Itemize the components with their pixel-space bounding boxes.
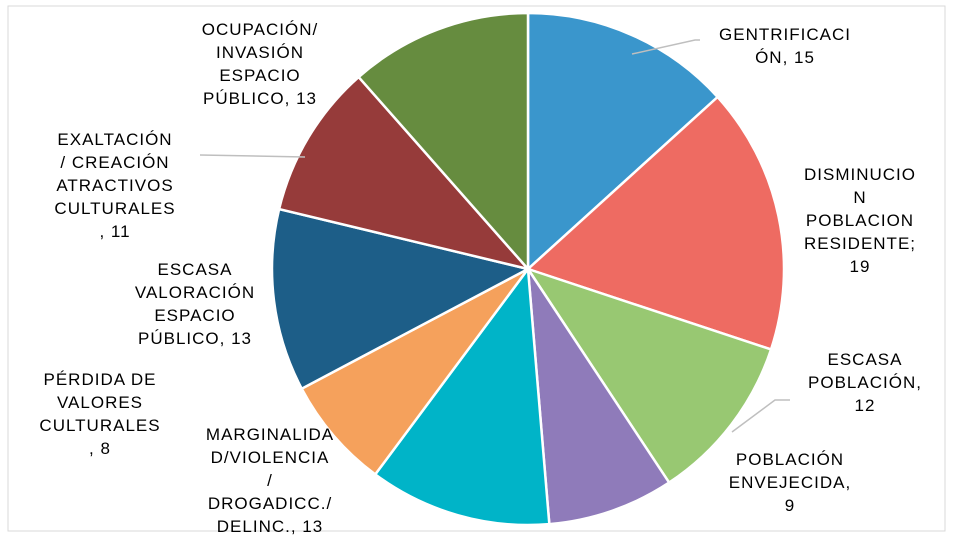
- data-label: EXALTACIÓN / CREACIÓN ATRACTIVOS CULTURALES…: [54, 130, 175, 241]
- data-label: MARGINALIDA D/VIOLENCIA / DROGADICC./DELINC…: [206, 425, 334, 536]
- pie-slice: [525, 95, 786, 352]
- data-label: ESCASA VALORACIÓN ESPACIO PÚBLICO, 13: [135, 260, 255, 348]
- pie-slice: [373, 265, 551, 527]
- data-label: PÉRDIDA DE VALORES CULTURALES, 8: [39, 370, 160, 458]
- leader-lines: [199, 39, 790, 433]
- pie-slice: [526, 268, 671, 526]
- pie-slice: [526, 11, 720, 272]
- data-label: POBLACIÓN ENVEJECIDA, 9: [729, 450, 851, 515]
- pie-slice: [524, 266, 773, 485]
- pie-slice: [300, 267, 530, 477]
- data-label: DISMINUCIO N POBLACION RESIDENTE; 19: [804, 165, 916, 276]
- pie-slice: [356, 11, 530, 273]
- data-label: ESCASA POBLACIÓN, 12: [808, 350, 922, 415]
- pie-slice: [277, 75, 532, 272]
- data-label: GENTRIFICACI ÓN, 15: [719, 25, 851, 67]
- data-label: OCUPACIÓN/INVASIÓN ESPACIO PÚBLICO, 13: [202, 20, 318, 108]
